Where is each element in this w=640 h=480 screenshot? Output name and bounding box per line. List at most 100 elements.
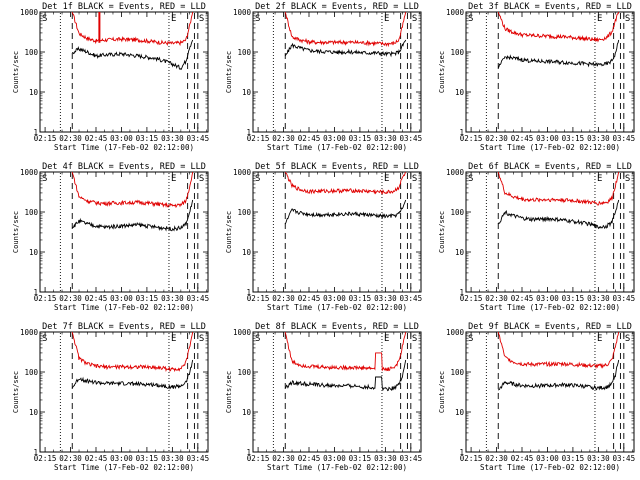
x-tick-label: 03:15 <box>562 294 585 303</box>
y-tick-label: 1 <box>33 448 38 457</box>
y-tick-label: 10 <box>29 88 39 97</box>
x-axis-label: Start Time (17-Feb-02 02:12:00) <box>54 143 194 152</box>
y-tick-label: 1000 <box>446 168 465 177</box>
chart-title: Det 9f BLACK = Events, RED = LLD <box>468 322 632 332</box>
start-marker: S <box>625 334 630 344</box>
series-events-line <box>497 39 620 69</box>
x-tick-label: 03:15 <box>136 294 159 303</box>
y-tick-label: 100 <box>450 368 464 377</box>
start-marker: S <box>412 14 417 24</box>
chart-title: Det 1f BLACK = Events, RED = LLD <box>42 2 206 12</box>
plot-frame <box>39 331 209 453</box>
x-axis-label: Start Time (17-Feb-02 02:12:00) <box>54 303 194 312</box>
chart-title: Det 8f BLACK = Events, RED = LLD <box>255 322 419 332</box>
x-tick-label: 02:45 <box>298 134 321 143</box>
start-marker: S <box>255 14 260 24</box>
series-lld-line <box>284 332 407 372</box>
plot-frame <box>39 171 209 293</box>
y-tick-label: 1000 <box>20 168 39 177</box>
y-tick-label: 100 <box>24 368 38 377</box>
y-tick-label: 1000 <box>233 328 252 337</box>
start-marker: S <box>468 334 473 344</box>
x-tick-label: 03:00 <box>536 294 559 303</box>
start-marker: S <box>199 174 204 184</box>
series-lld-line <box>71 332 194 373</box>
chart-panel-8: Det 8f BLACK = Events, RED = LLD 1 10 100 10… <box>225 322 422 472</box>
x-axis-label: Start Time (17-Feb-02 02:12:00) <box>267 143 407 152</box>
plot-frame <box>465 331 635 453</box>
x-axis-label: Start Time (17-Feb-02 02:12:00) <box>54 463 194 472</box>
y-axis-label: Counts/sec <box>438 371 446 413</box>
x-tick-label: 02:30 <box>485 134 508 143</box>
x-tick-label: 03:15 <box>349 134 372 143</box>
x-tick-label: 02:30 <box>272 294 295 303</box>
y-axis-label: Counts/sec <box>12 51 20 93</box>
x-tick-label: 03:00 <box>323 294 346 303</box>
x-tick-label: 02:30 <box>59 294 82 303</box>
y-axis-label: Counts/sec <box>225 371 233 413</box>
plot-frame <box>465 171 635 293</box>
start-marker: S <box>42 174 47 184</box>
y-axis-label: Counts/sec <box>225 211 233 253</box>
series-lld-line <box>284 172 407 195</box>
series-events-line <box>71 39 194 70</box>
x-axis-label: Start Time (17-Feb-02 02:12:00) <box>267 303 407 312</box>
chart-panel-3: Det 3f BLACK = Events, RED = LLD 1 10 100 10… <box>438 2 635 152</box>
x-tick-label: 02:45 <box>85 294 108 303</box>
y-tick-label: 1000 <box>233 8 252 17</box>
end-marker: E <box>384 174 389 184</box>
y-tick-label: 1 <box>459 128 464 137</box>
x-tick-label: 03:00 <box>110 134 133 143</box>
x-tick-label: 02:15 <box>460 294 483 303</box>
start-marker: S <box>412 174 417 184</box>
y-tick-label: 100 <box>237 208 251 217</box>
x-tick-label: 03:30 <box>374 294 397 303</box>
series-events-line <box>284 199 407 225</box>
start-marker: S <box>412 334 417 344</box>
start-marker: S <box>468 174 473 184</box>
chart-panel-6: Det 6f BLACK = Events, RED = LLD 1 10 100 10… <box>438 162 635 312</box>
x-tick-label: 03:15 <box>136 134 159 143</box>
x-tick-label: 03:30 <box>161 454 184 463</box>
y-tick-label: 1 <box>33 288 38 297</box>
x-tick-label: 03:15 <box>562 134 585 143</box>
y-tick-label: 100 <box>450 208 464 217</box>
x-tick-label: 02:15 <box>34 294 57 303</box>
x-tick-label: 02:30 <box>59 134 82 143</box>
start-marker: S <box>42 14 47 24</box>
end-marker: E <box>597 14 602 24</box>
series-events-line <box>71 199 194 232</box>
x-axis-label: Start Time (17-Feb-02 02:12:00) <box>480 143 620 152</box>
x-tick-label: 02:45 <box>298 294 321 303</box>
x-tick-label: 02:45 <box>298 454 321 463</box>
x-tick-label: 03:45 <box>400 134 423 143</box>
y-tick-label: 1000 <box>446 328 465 337</box>
series-events-line <box>284 359 407 392</box>
x-tick-label: 03:30 <box>161 294 184 303</box>
start-marker: S <box>255 334 260 344</box>
start-marker: S <box>199 14 204 24</box>
x-tick-label: 03:30 <box>161 134 184 143</box>
x-tick-label: 03:45 <box>187 454 210 463</box>
y-tick-label: 1 <box>459 448 464 457</box>
x-tick-label: 03:15 <box>349 454 372 463</box>
x-tick-label: 03:15 <box>562 454 585 463</box>
x-tick-label: 03:30 <box>374 454 397 463</box>
x-tick-label: 03:45 <box>187 294 210 303</box>
y-axis-label: Counts/sec <box>12 371 20 413</box>
x-tick-label: 02:30 <box>59 454 82 463</box>
x-tick-label: 02:15 <box>460 454 483 463</box>
series-lld-line <box>71 172 194 209</box>
x-tick-label: 02:30 <box>485 294 508 303</box>
y-tick-label: 100 <box>237 368 251 377</box>
end-marker: E <box>597 174 602 184</box>
y-tick-label: 10 <box>455 88 465 97</box>
plot-frame <box>252 331 422 453</box>
end-marker: E <box>597 334 602 344</box>
y-tick-label: 1 <box>246 288 251 297</box>
y-tick-label: 10 <box>242 248 252 257</box>
y-tick-label: 100 <box>24 208 38 217</box>
y-tick-label: 1 <box>459 288 464 297</box>
x-tick-label: 03:45 <box>400 294 423 303</box>
